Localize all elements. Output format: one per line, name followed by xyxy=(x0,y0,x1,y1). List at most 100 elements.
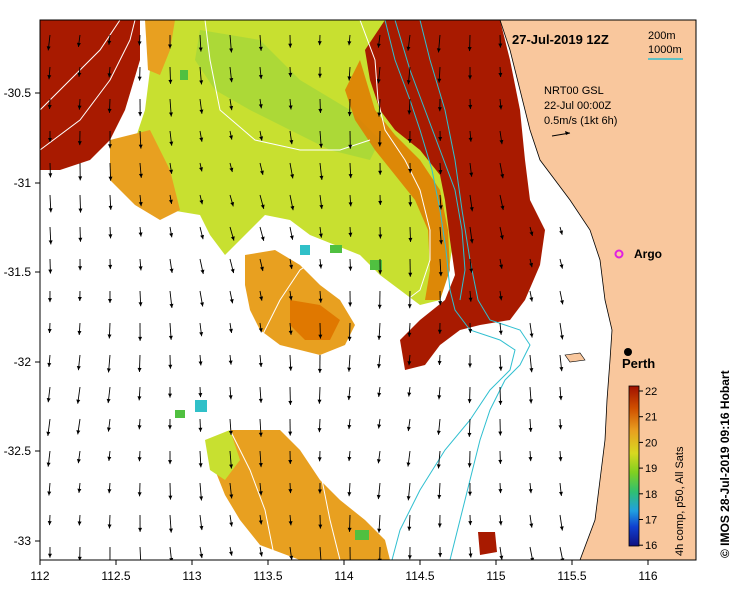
current-arrow-head xyxy=(406,496,411,501)
current-arrow-head xyxy=(137,492,142,497)
current-arrow-head xyxy=(377,528,382,533)
current-arrow-head xyxy=(407,304,412,309)
colorbar-tick-label: 19 xyxy=(645,463,657,475)
current-arrow-head xyxy=(229,48,234,53)
current-arrow-head xyxy=(77,330,82,335)
current-arrow-head xyxy=(168,199,173,204)
current-arrow-head xyxy=(467,399,472,404)
current-arrow-head xyxy=(77,488,82,493)
current-arrow-head xyxy=(137,396,142,401)
current-arrow-head xyxy=(498,366,503,371)
current-arrow-head xyxy=(258,74,263,80)
current-arrow-head xyxy=(138,201,143,207)
current-arrow-head xyxy=(318,298,323,303)
current-arrow-head xyxy=(47,75,52,80)
current-arrow-head xyxy=(378,200,383,205)
colorbar-tick-label: 21 xyxy=(645,412,657,424)
current-arrow-head xyxy=(498,296,503,301)
current-arrow-head xyxy=(199,109,204,114)
current-arrow-head xyxy=(529,262,534,268)
current-arrow-head xyxy=(76,42,81,47)
sst-cyan-patch-2 xyxy=(300,245,310,255)
isobath-1000m-2 xyxy=(204,20,371,151)
current-arrow-head xyxy=(407,526,412,531)
current-arrow-head xyxy=(106,398,111,404)
current-arrow-head xyxy=(436,464,441,469)
current-arrow-head xyxy=(168,79,173,84)
current-arrow-head xyxy=(528,456,533,462)
current-arrow-head xyxy=(169,233,174,238)
current-arrow-head xyxy=(528,427,533,433)
current-arrow-head xyxy=(77,72,82,77)
current-arrow-head xyxy=(198,427,203,432)
current-arrow-head xyxy=(229,77,234,83)
current-arrow-head xyxy=(138,336,143,341)
current-arrow-head xyxy=(406,426,411,432)
y-tick-label: -31.5 xyxy=(4,265,32,279)
x-axis: 112 112.5 113 113.5 114 114.5 115 115.5 116 xyxy=(30,560,658,583)
current-arrow-head xyxy=(378,170,383,175)
current-arrow-head xyxy=(376,43,381,48)
colorbar-tick-label: 20 xyxy=(645,437,657,449)
current-arrow-head xyxy=(317,368,322,373)
current-arrow-head xyxy=(348,173,353,179)
current-arrow-head xyxy=(407,110,412,115)
current-arrow-head xyxy=(47,104,52,110)
current-arrow-head xyxy=(347,76,352,81)
current-arrow-head xyxy=(200,302,204,307)
current-arrow-head xyxy=(467,463,472,468)
current-arrow-head xyxy=(318,108,323,113)
current-arrow-head xyxy=(559,335,564,340)
sst-hot-northwest xyxy=(40,20,140,170)
current-arrow-head xyxy=(260,170,264,175)
current-arrow-head xyxy=(437,107,442,112)
current-arrow-head xyxy=(199,137,204,142)
current-arrow-head xyxy=(408,237,413,242)
argo-float-marker xyxy=(614,249,624,259)
current-arrow-head xyxy=(107,298,112,303)
current-scale-arrow xyxy=(551,131,571,137)
current-arrow-head xyxy=(347,41,352,46)
current-arrow-head xyxy=(138,144,143,149)
current-arrow-head xyxy=(199,167,203,172)
current-arrow-head xyxy=(288,489,293,494)
current-arrow-head xyxy=(229,135,233,140)
current-arrow-head xyxy=(317,41,322,46)
current-arrow-head xyxy=(468,104,473,110)
current-arrow-head xyxy=(467,47,472,52)
current-arrow-head xyxy=(167,425,172,430)
current-arrow-head xyxy=(199,553,204,559)
current-arrow-head xyxy=(530,557,535,560)
map-title: 27-Jul-2019 12Z xyxy=(512,32,609,47)
current-arrow-head xyxy=(228,328,233,333)
current-arrow-head xyxy=(558,425,563,430)
current-arrow-head xyxy=(259,266,264,272)
plot-border xyxy=(39,19,697,561)
colorbar-tick-label: 16 xyxy=(645,540,657,552)
current-arrow-head xyxy=(348,302,353,307)
current-arrow-head xyxy=(200,234,205,240)
current-arrow-head xyxy=(107,108,112,113)
current-arrow-head xyxy=(347,527,352,532)
current-arrow-head xyxy=(288,431,293,436)
current-arrow-head xyxy=(529,368,534,373)
current-arrow-head xyxy=(498,330,503,335)
current-arrow-head xyxy=(499,264,504,269)
current-arrow-head xyxy=(377,112,382,117)
x-tick-label: 115.5 xyxy=(557,569,586,583)
current-arrow-head xyxy=(559,366,564,372)
current-arrow-head xyxy=(47,521,52,526)
current-arrow-head xyxy=(199,525,204,531)
x-tick-label: 115 xyxy=(486,569,505,583)
current-arrow-head xyxy=(437,360,442,366)
current-arrow-head xyxy=(347,367,352,372)
current-arrow-head xyxy=(47,491,52,496)
current-arrow-head xyxy=(198,47,203,52)
current-arrow-head xyxy=(377,424,382,429)
colorbar-ticks: 22 21 20 19 18 17 16 xyxy=(639,386,657,552)
current-arrow-head xyxy=(137,457,142,462)
colorbar-label: 4h comp, p50, All Sats xyxy=(674,446,686,556)
current-arrow-head xyxy=(78,208,83,213)
current-arrow-head xyxy=(558,457,563,462)
